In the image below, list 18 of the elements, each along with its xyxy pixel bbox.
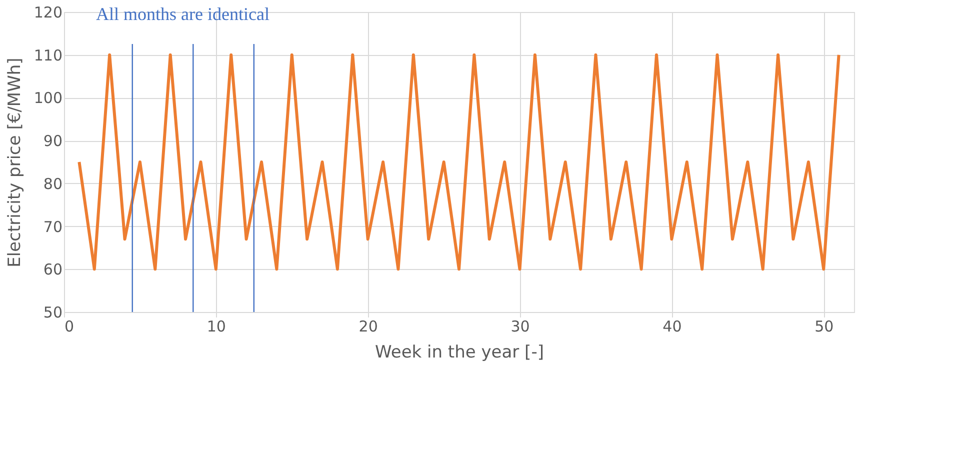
x-tick-label: 20 — [358, 318, 378, 336]
y-axis-title: Electricity price [€/MWh] — [4, 58, 25, 268]
annotation: All months are identical — [96, 4, 270, 24]
x-tick-label: 10 — [206, 318, 226, 336]
y-tick-label: 80 — [43, 174, 62, 193]
y-tick-label: 50 — [43, 304, 62, 322]
y-tick-label: 60 — [43, 260, 62, 279]
x-tick-label: 50 — [814, 318, 834, 336]
y-tick-label: 120 — [34, 4, 62, 22]
y-tick-label: 90 — [43, 132, 62, 150]
line-series — [78, 53, 840, 271]
x-tick-label: 40 — [662, 318, 682, 336]
x-tick-label: 30 — [510, 318, 530, 336]
y-tick-label: 100 — [34, 89, 62, 108]
x-axis-title: Week in the year [-] — [375, 342, 544, 362]
y-tick-label: 110 — [34, 46, 62, 64]
x-tick-label: 0 — [64, 318, 74, 336]
y-tick-label: 70 — [43, 218, 62, 236]
